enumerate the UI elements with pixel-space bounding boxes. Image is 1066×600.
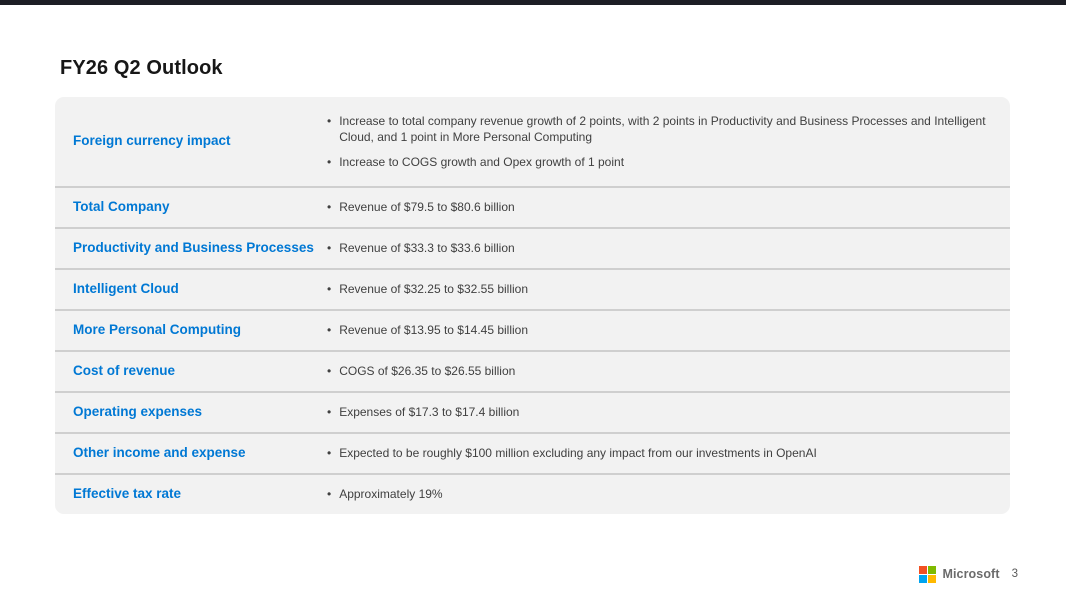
table-row: Other income and expense Expected to be … (55, 432, 1010, 473)
table-row: Total Company Revenue of $79.5 to $80.6 … (55, 186, 1010, 227)
bullet-item: Expected to be roughly $100 million excl… (327, 445, 992, 461)
bullet-text: Increase to COGS growth and Opex growth … (339, 155, 625, 170)
row-label: Productivity and Business Processes (73, 240, 314, 256)
outlook-table: Foreign currency impact Increase to tota… (55, 97, 1010, 514)
bullet-text: Approximately 19% (339, 487, 443, 502)
row-label: More Personal Computing (73, 322, 242, 338)
row-label: Other income and expense (73, 445, 246, 461)
footer: Microsoft 3 (918, 565, 1018, 583)
bullet-item: Revenue of $13.95 to $14.45 billion (327, 322, 992, 338)
row-bullets: COGS of $26.35 to $26.55 billion (327, 363, 1010, 379)
logo-square-green (928, 565, 937, 574)
row-bullets: Revenue of $33.3 to $33.6 billion (327, 240, 1010, 256)
bullet-item: Revenue of $79.5 to $80.6 billion (327, 199, 992, 215)
logo-square-yellow (928, 575, 937, 583)
microsoft-logo-icon (918, 565, 937, 583)
brand-wordmark: Microsoft (942, 567, 1000, 582)
bullet-item: Revenue of $32.25 to $32.55 billion (327, 281, 992, 297)
bullet-text: Revenue of $79.5 to $80.6 billion (339, 200, 515, 215)
row-bullets: Increase to total company revenue growth… (327, 113, 1010, 171)
table-row: Effective tax rate Approximately 19% (55, 473, 1010, 514)
row-label: Cost of revenue (73, 363, 176, 379)
row-bullets: Revenue of $13.95 to $14.45 billion (327, 322, 1010, 338)
row-bullets: Approximately 19% (327, 486, 1010, 502)
row-bullets: Expenses of $17.3 to $17.4 billion (327, 404, 1010, 420)
bullet-text: Revenue of $32.25 to $32.55 billion (339, 282, 529, 297)
bullet-text: Expenses of $17.3 to $17.4 billion (339, 405, 520, 420)
table-row: Productivity and Business Processes Reve… (55, 227, 1010, 268)
row-label: Foreign currency impact (73, 133, 231, 149)
bullet-item: Expenses of $17.3 to $17.4 billion (327, 404, 992, 420)
bullet-text: Revenue of $33.3 to $33.6 billion (339, 241, 515, 256)
table-row: More Personal Computing Revenue of $13.9… (55, 309, 1010, 350)
logo-square-blue (918, 575, 927, 583)
bullet-item: Approximately 19% (327, 486, 992, 502)
table-row: Intelligent Cloud Revenue of $32.25 to $… (55, 268, 1010, 309)
row-label: Operating expenses (73, 404, 203, 420)
logo-square-red (918, 565, 927, 574)
bullet-item: Revenue of $33.3 to $33.6 billion (327, 240, 992, 256)
page-number: 3 (1011, 568, 1018, 581)
bullet-text: Increase to total company revenue growth… (339, 113, 986, 144)
table-row: Foreign currency impact Increase to tota… (55, 97, 1010, 186)
bullet-item: COGS of $26.35 to $26.55 billion (327, 363, 992, 379)
row-bullets: Revenue of $32.25 to $32.55 billion (327, 281, 1010, 297)
row-bullets: Revenue of $79.5 to $80.6 billion (327, 199, 1010, 215)
bullet-item: Increase to COGS growth and Opex growth … (327, 154, 992, 170)
bullet-text: COGS of $26.35 to $26.55 billion (339, 364, 516, 379)
row-label: Effective tax rate (73, 486, 182, 502)
page-title: FY26 Q2 Outlook (60, 57, 223, 79)
bullet-item: Increase to total company revenue growth… (327, 113, 992, 145)
row-label: Intelligent Cloud (73, 281, 179, 297)
top-accent-bar (0, 0, 1066, 5)
table-row: Operating expenses Expenses of $17.3 to … (55, 391, 1010, 432)
table-row: Cost of revenue COGS of $26.35 to $26.55… (55, 350, 1010, 391)
row-label: Total Company (73, 199, 170, 215)
bullet-text: Revenue of $13.95 to $14.45 billion (339, 323, 529, 338)
row-bullets: Expected to be roughly $100 million excl… (327, 445, 1010, 461)
bullet-text: Expected to be roughly $100 million excl… (339, 446, 817, 461)
